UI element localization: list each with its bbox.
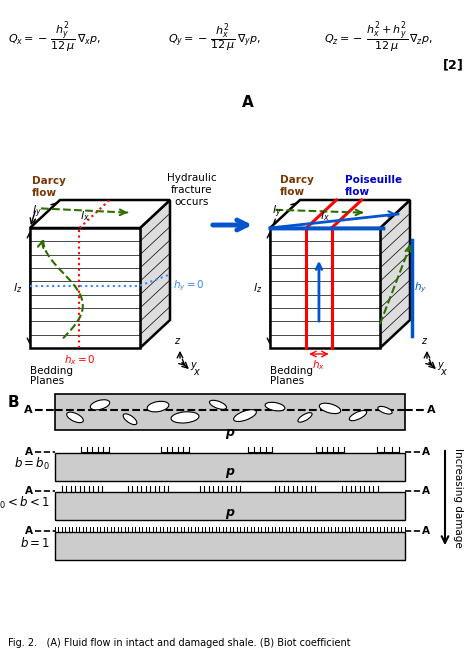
Bar [55, 394, 405, 430]
Text: A: A [25, 486, 33, 496]
Text: $\boldsymbol{p}$: $\boldsymbol{p}$ [225, 507, 235, 521]
Text: Darcy
flow: Darcy flow [32, 176, 66, 198]
Text: A: A [25, 447, 33, 457]
Text: $b = 1$: $b = 1$ [20, 536, 50, 550]
Polygon shape [30, 200, 170, 228]
Text: $x$: $x$ [440, 367, 448, 377]
Bar [55, 453, 405, 481]
Text: $l_y$: $l_y$ [272, 204, 282, 220]
Text: $y$: $y$ [437, 360, 445, 372]
Text: $\boldsymbol{p}$: $\boldsymbol{p}$ [225, 466, 235, 480]
Bar [55, 492, 405, 520]
Ellipse shape [234, 410, 256, 422]
Text: Poiseuille
flow: Poiseuille flow [345, 176, 402, 197]
Text: Darcy
flow: Darcy flow [280, 176, 314, 197]
Text: A: A [427, 405, 436, 415]
Polygon shape [270, 200, 410, 228]
Text: Bedding: Bedding [270, 366, 313, 376]
Text: $h_x$: $h_x$ [312, 358, 326, 372]
Ellipse shape [123, 414, 137, 424]
Text: A: A [242, 95, 254, 110]
Text: $l_z$: $l_z$ [13, 281, 22, 295]
Text: $x$: $x$ [193, 367, 201, 377]
Text: $b = b_0$: $b = b_0$ [14, 456, 50, 472]
Text: $\mathbf{[2]}$: $\mathbf{[2]}$ [442, 58, 463, 72]
Text: $Q_z = -\,\dfrac{h_x^2+h_y^2}{12\,\mu}\,\nabla_z p,$: $Q_z = -\,\dfrac{h_x^2+h_y^2}{12\,\mu}\,… [324, 21, 433, 55]
Text: $z$: $z$ [421, 336, 428, 346]
Text: $Q_x = -\,\dfrac{h_y^2}{12\,\mu}\,\nabla_x p,$: $Q_x = -\,\dfrac{h_y^2}{12\,\mu}\,\nabla… [8, 21, 101, 55]
Text: $h_x = 0$: $h_x = 0$ [64, 353, 95, 367]
Text: $\boldsymbol{p}$: $\boldsymbol{p}$ [225, 427, 235, 441]
Bar [55, 532, 405, 560]
Text: A: A [422, 447, 430, 457]
Text: A: A [25, 526, 33, 536]
Text: A: A [422, 486, 430, 496]
Text: Increasing damage: Increasing damage [453, 448, 463, 548]
Text: $l_y$: $l_y$ [32, 204, 42, 220]
Polygon shape [380, 200, 410, 348]
Ellipse shape [298, 412, 312, 422]
Text: B: B [8, 395, 19, 410]
Text: Hydraulic
fracture
occurs: Hydraulic fracture occurs [167, 174, 217, 207]
Ellipse shape [265, 402, 285, 411]
Text: $z$: $z$ [174, 336, 182, 346]
Text: $b_0 < b < 1$: $b_0 < b < 1$ [0, 495, 50, 511]
Bar [30, 228, 140, 348]
Ellipse shape [210, 400, 227, 409]
Ellipse shape [171, 412, 199, 423]
Ellipse shape [67, 412, 83, 422]
Text: $Q_y = -\,\dfrac{h_x^2}{12\,\mu}\,\nabla_y p,$: $Q_y = -\,\dfrac{h_x^2}{12\,\mu}\,\nabla… [168, 21, 261, 54]
Text: Planes: Planes [30, 376, 64, 386]
Ellipse shape [147, 401, 169, 412]
Text: $y$: $y$ [190, 360, 198, 372]
Polygon shape [140, 200, 170, 348]
Ellipse shape [90, 400, 109, 410]
Text: $l_z$: $l_z$ [253, 281, 262, 295]
Text: $l_x$: $l_x$ [320, 210, 330, 223]
Ellipse shape [349, 410, 367, 421]
Text: Planes: Planes [270, 376, 304, 386]
Text: Bedding: Bedding [30, 366, 73, 376]
Ellipse shape [378, 406, 392, 414]
Text: $h_y = 0$: $h_y = 0$ [173, 278, 205, 293]
Ellipse shape [319, 403, 341, 414]
Text: A: A [422, 526, 430, 536]
Text: $h_y$: $h_y$ [414, 281, 427, 295]
Text: A: A [24, 405, 33, 415]
Text: Fig. 2.   (A) Fluid flow in intact and damaged shale. (B) Biot coefficient: Fig. 2. (A) Fluid flow in intact and dam… [8, 638, 351, 648]
Text: $l_x$: $l_x$ [80, 210, 90, 223]
Bar [270, 228, 380, 348]
